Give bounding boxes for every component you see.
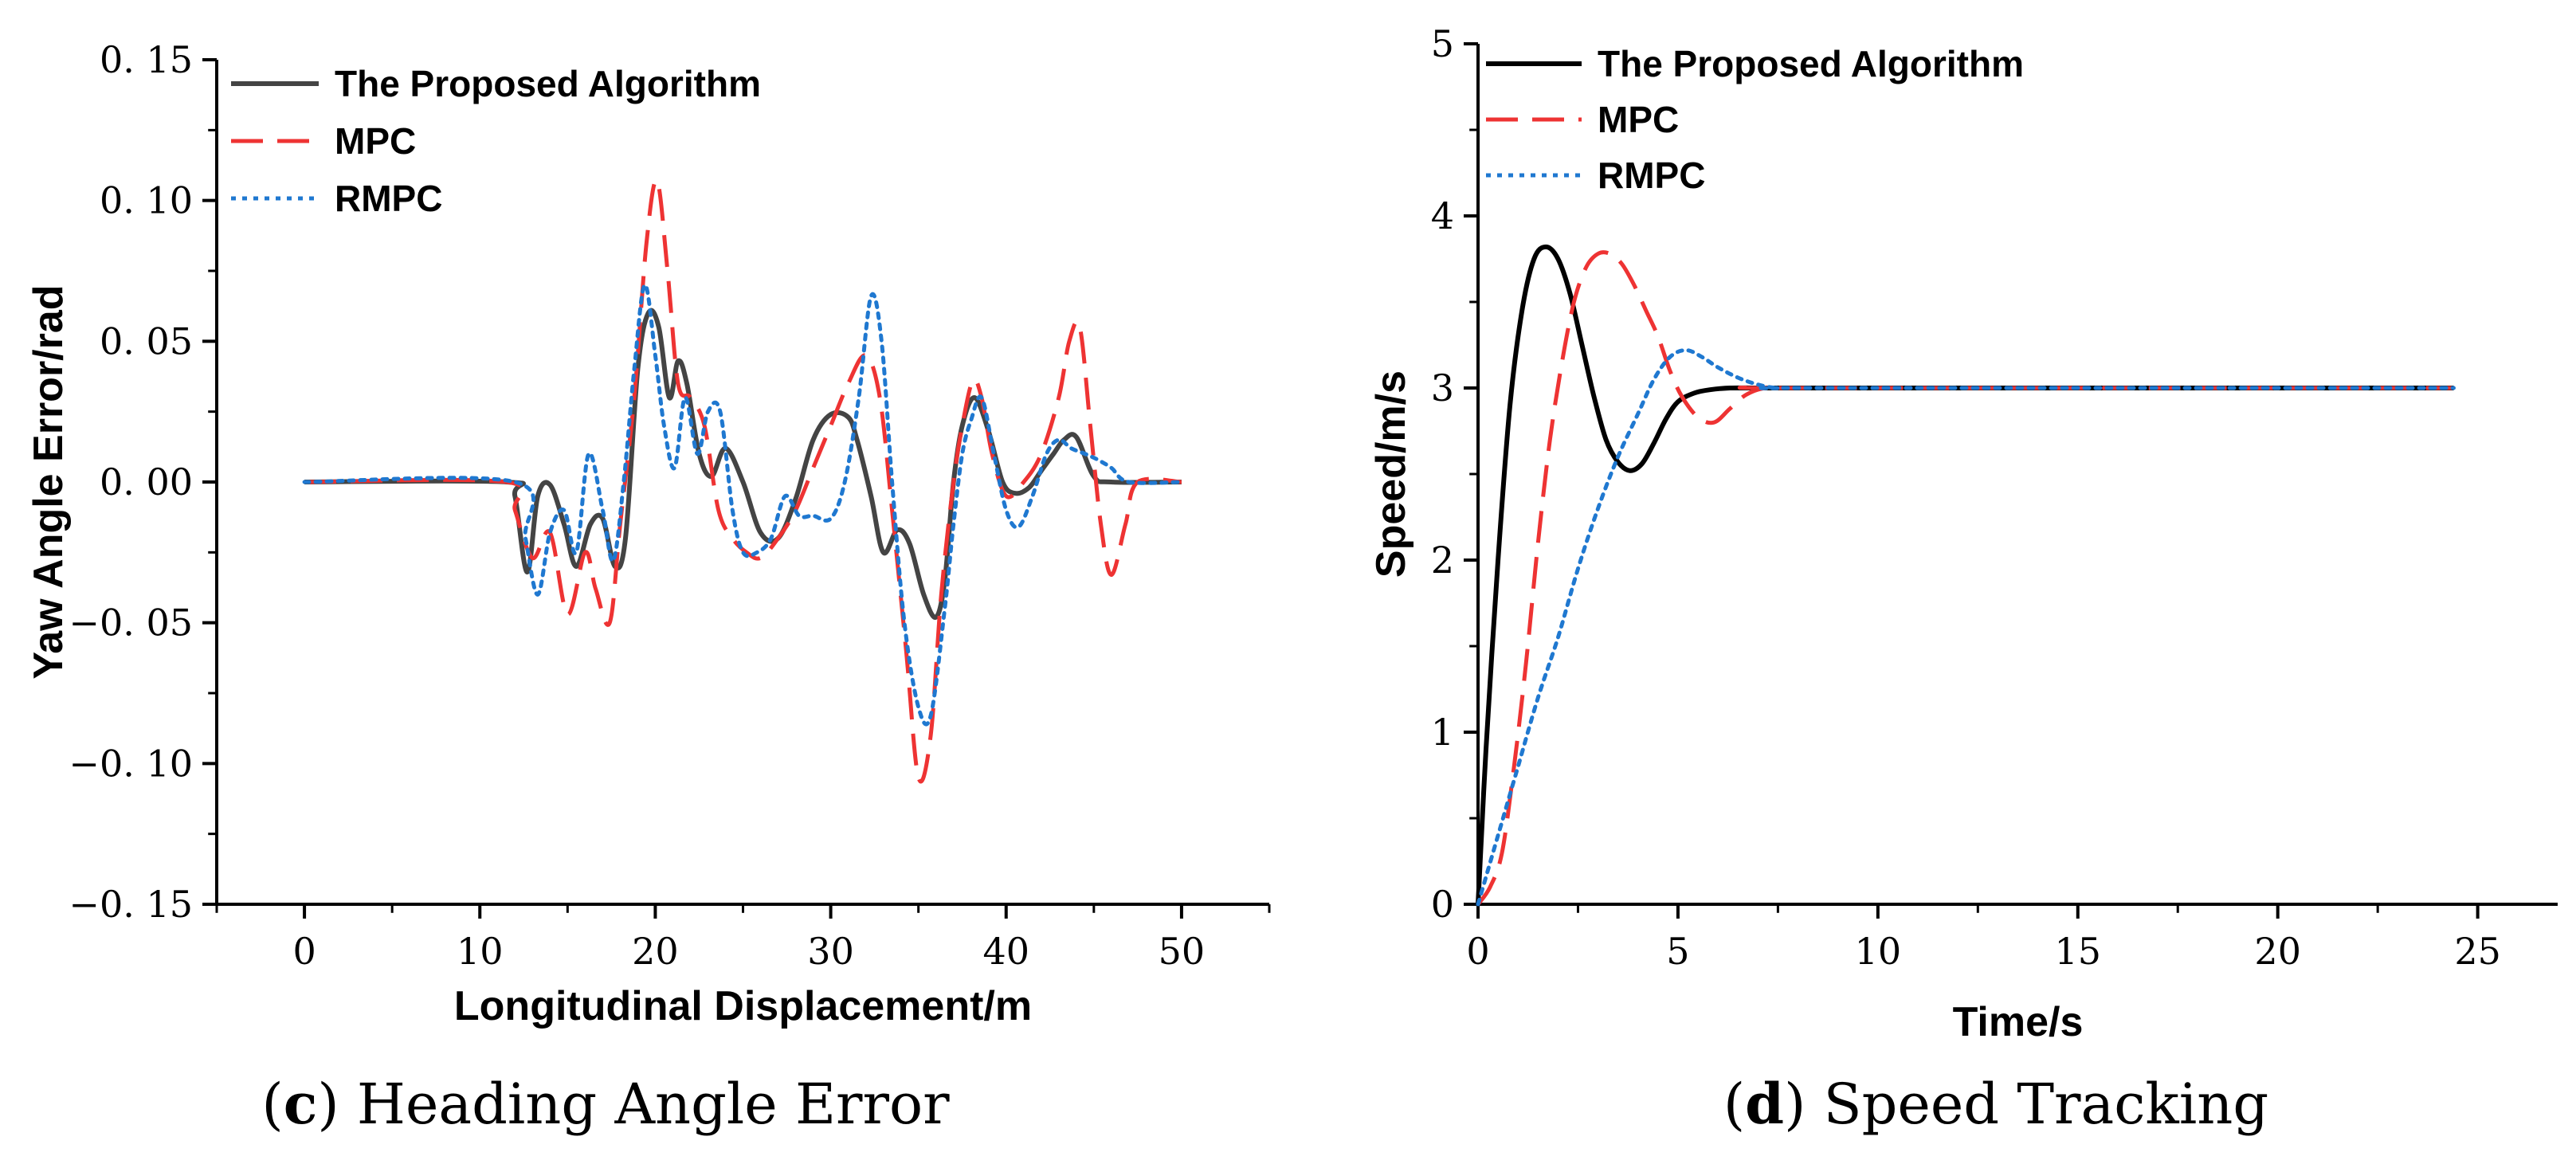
chart-d-y-tick-label: 5 bbox=[1431, 22, 1454, 65]
chart-c-legend-label: MPC bbox=[335, 120, 416, 162]
caption-c-letter: c bbox=[284, 1071, 318, 1137]
chart-c-y-tick-label: 0. 15 bbox=[100, 38, 193, 81]
chart-c-legend-label: RMPC bbox=[335, 178, 442, 219]
chart-d-y-tick-label: 4 bbox=[1431, 194, 1454, 237]
chart-d-legend-label: RMPC bbox=[1598, 155, 1705, 196]
chart-d-legend-label: MPC bbox=[1598, 99, 1679, 140]
chart-d-series-rmpc bbox=[1476, 348, 2456, 907]
chart-c-y-tick-label: 0. 05 bbox=[100, 319, 193, 362]
chart-d-x-tick-label: 20 bbox=[2254, 930, 2301, 973]
chart-d-y-tick-label: 1 bbox=[1431, 711, 1454, 754]
chart-c-x-tick-label: 10 bbox=[457, 930, 504, 973]
chart-c-x-tick-label: 20 bbox=[632, 930, 679, 973]
chart-d-x-tick-label: 5 bbox=[1666, 930, 1689, 973]
chart-c-y-tick-label: 0. 10 bbox=[100, 179, 193, 222]
chart-d-series-mpc bbox=[1476, 250, 2454, 906]
chart-c-y-tick-label: 0. 00 bbox=[100, 460, 193, 504]
chart-c-series-mpc bbox=[304, 178, 1182, 784]
chart-c-y-axis-title: Yaw Angle Error/rad bbox=[25, 284, 72, 679]
chart-d-legend-label: The Proposed Algorithm bbox=[1598, 43, 2024, 84]
chart-c-series-rmpc bbox=[302, 283, 1184, 727]
chart-c-y-tick-label: −0. 15 bbox=[69, 883, 193, 926]
caption-d-text: Speed Tracking bbox=[1824, 1072, 2268, 1137]
caption-c-text: Heading Angle Error bbox=[357, 1072, 950, 1137]
chart-d-x-tick-label: 10 bbox=[1855, 930, 1902, 973]
chart-c-x-tick-label: 0 bbox=[292, 930, 316, 973]
chart-d-x-axis-title: Time/s bbox=[1953, 999, 2084, 1045]
chart-c-y-tick-label: −0. 05 bbox=[69, 602, 193, 645]
chart-d-x-tick-label: 0 bbox=[1466, 930, 1489, 973]
chart-d-x-tick-label: 25 bbox=[2454, 930, 2501, 973]
chart-panel-c: 0 10 20 30 40 50 −0. 15 −0. 10 −0. 05 0. 00 0. 05 0… bbox=[25, 38, 1271, 1029]
chart-c-x-axis-title: Longitudinal Displacement/m bbox=[454, 983, 1032, 1029]
chart-d-y-tick-label: 0 bbox=[1431, 883, 1454, 926]
chart-c-series-the-proposed-algorithm bbox=[304, 308, 1182, 620]
chart-c-x-tick-label: 30 bbox=[807, 930, 854, 973]
chart-c-legend-label: The Proposed Algorithm bbox=[335, 63, 761, 104]
caption-d-letter: d bbox=[1745, 1071, 1784, 1137]
chart-panel-d: 0 5 10 15 20 25 0 1 2 3 4 5 Time/s Speed/m/s The Propo… bbox=[1368, 22, 2558, 1045]
caption-c: (c) Heading Angle Error bbox=[261, 1071, 950, 1137]
chart-d-y-tick-label: 2 bbox=[1431, 539, 1454, 582]
caption-d: (d) Speed Tracking bbox=[1723, 1071, 2268, 1137]
chart-d-x-tick-label: 15 bbox=[2055, 930, 2102, 973]
chart-d-y-tick-label: 3 bbox=[1431, 366, 1454, 410]
chart-d-y-axis-title: Speed/m/s bbox=[1368, 370, 1414, 578]
chart-d-series-the-proposed-algorithm bbox=[1476, 244, 2454, 905]
chart-c-x-tick-label: 50 bbox=[1159, 930, 1206, 973]
chart-c-x-tick-label: 40 bbox=[982, 930, 1029, 973]
chart-c-y-tick-label: −0. 10 bbox=[69, 742, 193, 785]
